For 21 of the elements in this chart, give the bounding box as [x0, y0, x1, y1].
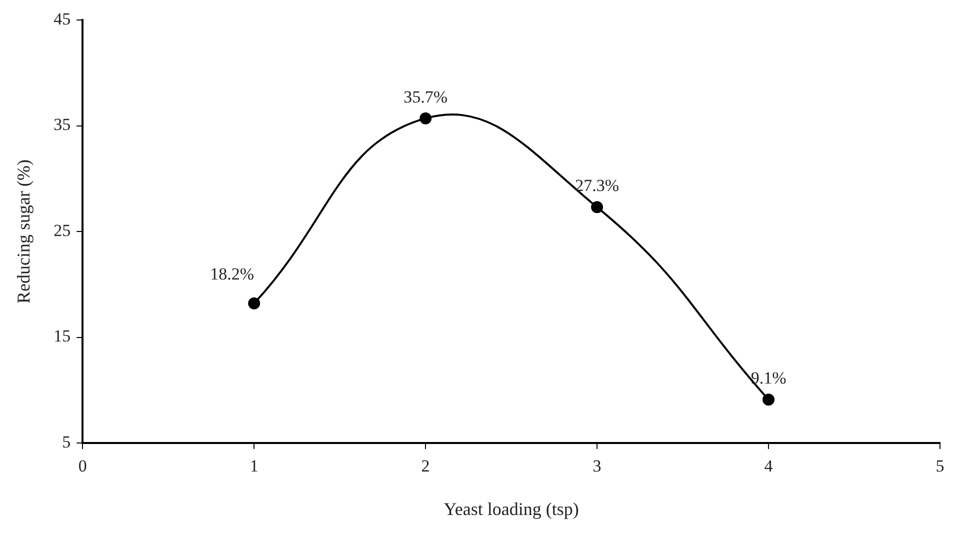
- point: [248, 297, 260, 310]
- x-tick-label: 5: [936, 456, 944, 476]
- x-axis-title: Yeast loading (tsp): [444, 498, 579, 519]
- x-tick-label: 0: [78, 456, 87, 476]
- point: [591, 201, 604, 214]
- x-tick-label: 4: [764, 456, 774, 476]
- x-tick-label: 3: [592, 456, 602, 476]
- y-tick-label: 5: [62, 432, 71, 452]
- x-tick-label: 1: [250, 456, 258, 476]
- y-axis-title: Reducing sugar (%): [14, 160, 34, 304]
- y-tick-label: 35: [54, 115, 71, 134]
- point: [762, 394, 775, 406]
- y-tick-label: 15: [54, 326, 71, 346]
- data-label: 35.7%: [404, 87, 448, 106]
- data-label: 18.2%: [210, 264, 254, 284]
- point: [420, 112, 432, 124]
- x-tick-label: 2: [421, 456, 430, 476]
- data-label: 9.1%: [750, 368, 786, 388]
- y-tick-label: 45: [54, 9, 71, 28]
- data-label: 27.3%: [575, 176, 619, 196]
- y-tick-label: 25: [54, 220, 71, 240]
